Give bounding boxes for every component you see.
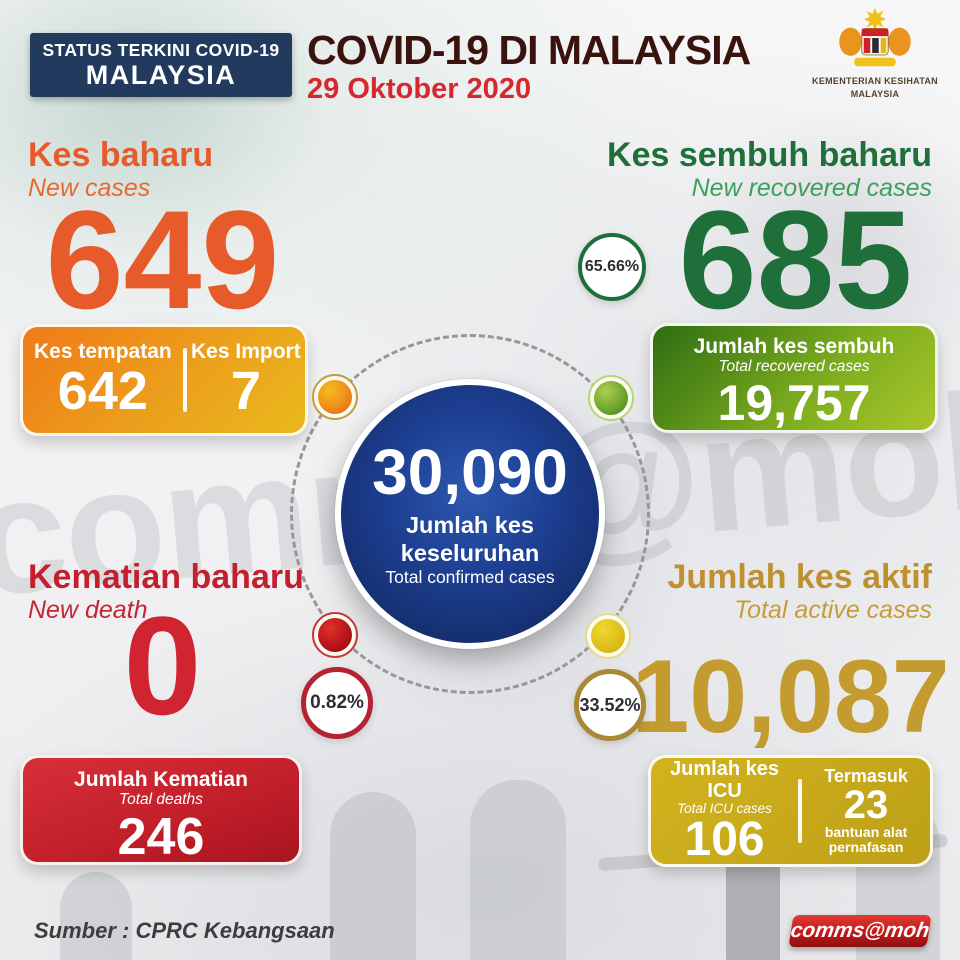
dashed-ring <box>290 334 650 694</box>
deaths-dot-icon <box>312 612 358 658</box>
total-confirmed-value: 30,090 <box>372 436 568 509</box>
total-deaths-box: Jumlah Kematian Total deaths 246 <box>20 755 302 865</box>
dot-fill <box>318 380 352 414</box>
total-deaths-sublabel: Total deaths <box>119 791 203 809</box>
divider <box>182 348 187 412</box>
ministry-name-line1: KEMENTERIAN KESIHATAN <box>812 76 938 86</box>
total-deaths-value: 246 <box>117 808 205 867</box>
recovered-dot-icon <box>588 375 634 421</box>
total-recovered-label: Jumlah kes sembuh <box>693 335 895 358</box>
status-banner: STATUS TERKINI COVID-19 MALAYSIA <box>30 33 292 97</box>
dot-fill <box>591 619 625 653</box>
ventilator-note-line2: pernafasan <box>828 839 904 855</box>
total-confirmed-sublabel: Total confirmed cases <box>385 566 555 587</box>
new-cases-dot-icon <box>312 374 358 420</box>
new-cases-subheading: New cases <box>28 174 151 202</box>
active-subheading: Total active cases <box>734 596 932 624</box>
recovered-value: 685 <box>678 181 913 338</box>
icu-label: Jumlah kes ICU <box>670 757 780 802</box>
total-deaths-label: Jumlah Kematian <box>74 768 248 791</box>
termasuk-value: 23 <box>843 783 889 828</box>
active-percent-badge: 33.52% <box>574 669 646 741</box>
total-recovered-sublabel: Total recovered cases <box>718 358 870 376</box>
local-cases-value: 642 <box>57 361 148 422</box>
new-cases-breakdown-box: Kes tempatan 642 Kes Import 7 <box>20 324 308 436</box>
ventilator-note-line1: bantuan alat <box>824 824 908 841</box>
active-heading: Jumlah kes aktif <box>667 558 932 596</box>
status-banner-line2: MALAYSIA <box>85 59 237 90</box>
dot-fill <box>318 618 352 652</box>
new-cases-heading: Kes baharu <box>28 136 214 174</box>
termasuk-label: Termasuk <box>824 766 908 787</box>
new-cases-value: 649 <box>45 181 280 338</box>
icu-box: Jumlah kes ICU Total ICU cases 106 Terma… <box>648 755 933 867</box>
deaths-heading: Kematian baharu <box>28 558 304 596</box>
dot-fill <box>594 381 628 415</box>
divider <box>798 779 803 843</box>
recovered-subheading: New recovered cases <box>691 174 932 202</box>
background-figure <box>470 780 566 960</box>
active-dot-icon <box>585 613 631 659</box>
ministry-name-line2: MALAYSIA <box>850 88 900 99</box>
status-banner-line1: STATUS TERKINI COVID-19 <box>42 39 280 60</box>
recovered-heading: Kes sembuh baharu <box>607 136 932 174</box>
report-date: 29 Oktober 2020 <box>307 73 532 105</box>
total-recovered-box: Jumlah kes sembuh Total recovered cases … <box>650 323 938 433</box>
credit-text: comms@moh <box>789 919 932 942</box>
ministry-logo-block: KEMENTERIAN KESIHATAN MALAYSIA <box>795 6 955 100</box>
deaths-value: 0 <box>123 587 202 744</box>
local-cases-label: Kes tempatan <box>33 340 172 364</box>
total-recovered-value: 19,757 <box>717 375 871 432</box>
active-value: 10,087 <box>631 639 950 755</box>
import-cases-label: Kes Import <box>191 340 301 364</box>
title-block: COVID-19 DI MALAYSIA 29 Oktober 2020 <box>307 27 751 106</box>
page-title: COVID-19 DI MALAYSIA <box>307 27 751 73</box>
deaths-percent-badge: 0.82% <box>301 667 373 739</box>
total-confirmed-circle: 30,090 Jumlah kes keseluruhan Total conf… <box>335 379 605 649</box>
background-figure <box>60 872 132 960</box>
source-text: Sumber : CPRC Kebangsaan <box>34 918 335 943</box>
import-cases-column: Kes Import 7 <box>187 340 305 420</box>
recovered-percent-badge: 65.66% <box>578 233 646 301</box>
background-figure <box>330 792 416 960</box>
malaysia-coat-of-arms-icon <box>839 7 911 67</box>
icu-value: 106 <box>684 813 765 867</box>
icu-sublabel: Total ICU cases <box>677 800 772 816</box>
local-cases-column: Kes tempatan 642 <box>23 340 183 420</box>
deaths-subheading: New death <box>28 596 148 624</box>
icu-column: Jumlah kes ICU Total ICU cases 106 <box>651 758 798 865</box>
import-cases-value: 7 <box>230 361 261 422</box>
total-confirmed-label: Jumlah kes keseluruhan <box>400 512 540 566</box>
ventilator-column: Termasuk 23 bantuan alat pernafasan <box>802 767 930 854</box>
credit-badge: comms@moh <box>788 915 932 947</box>
